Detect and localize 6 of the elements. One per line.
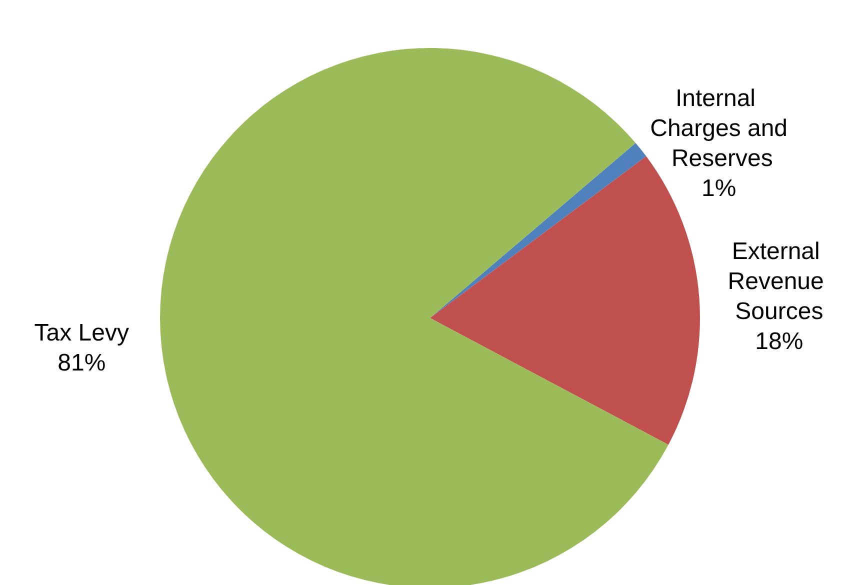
slice-label: Internal Charges and Reserves <box>650 84 788 172</box>
slice-label: External Revenue Sources <box>728 238 831 326</box>
slice-label: Tax Levy <box>34 320 129 347</box>
data-label: 1% <box>701 174 736 202</box>
data-label: 81% <box>58 350 106 377</box>
data-label: 18% <box>755 328 804 356</box>
